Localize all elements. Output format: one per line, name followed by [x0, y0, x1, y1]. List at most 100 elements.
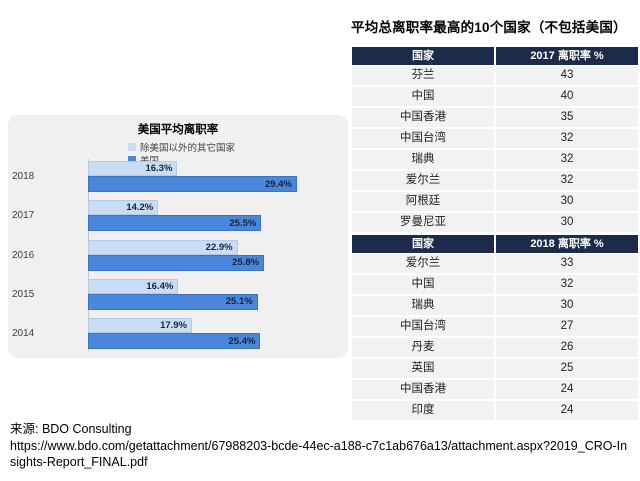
value-cell: 43	[560, 69, 574, 81]
country-cell: 中国台湾	[352, 317, 496, 336]
value-cell: 30	[560, 216, 574, 228]
country-cell: 芬兰	[352, 66, 496, 85]
rate-table-1: 国家 2017 离职率 % 芬兰 43 中国 40 中国香港 35 中国台湾 32 瑞典 32 爱尔兰 3…	[352, 47, 638, 234]
bar-us: 25.8%	[88, 254, 265, 271]
bar-value-label: 25.8%	[232, 257, 260, 268]
country-header-cell: 国家	[352, 47, 496, 65]
bar-value-label: 17.9%	[160, 320, 187, 331]
value-cell: 24	[560, 404, 574, 416]
country-cell: 印度	[352, 401, 496, 420]
bar-other: 22.9%	[88, 239, 238, 255]
value-cell: 33	[560, 257, 574, 269]
value-cell: 27	[560, 320, 574, 332]
rate-header-cell: 2017 离职率 %	[530, 50, 604, 62]
year-label: 2016	[12, 249, 35, 261]
source-text: 来源: BDO Consulting	[10, 422, 132, 436]
bar-other: 16.4%	[88, 278, 179, 294]
table-row: 爱尔兰 33	[352, 254, 638, 275]
bar-value-label: 16.4%	[146, 280, 174, 292]
chart-panel: 美国平均离职率 除美国以外的其它国家 美国 201816.3%29.4%2017…	[8, 115, 348, 358]
bar-group: 2017 14.2% 25.5%	[8, 200, 348, 232]
bar-value-label: 14.2%	[126, 202, 154, 214]
table-row: 印度 24	[352, 401, 638, 422]
country-cell: 瑞典	[352, 150, 496, 169]
value-cell: 25	[560, 362, 574, 374]
country-cell: 爱尔兰	[352, 254, 496, 273]
value-cell: 35	[560, 111, 574, 123]
country-cell: 阿根廷	[352, 192, 496, 211]
bar-us: 25.5%	[88, 215, 262, 232]
table-row: 中国 40	[352, 87, 638, 108]
country-cell: 中国台湾	[352, 129, 496, 148]
bar-pair: 22.9% 25.8%	[88, 239, 348, 271]
table-row: 阿根廷 30	[352, 192, 638, 213]
value-cell: 32	[560, 132, 574, 144]
table-row: 爱尔兰 32	[352, 171, 638, 192]
table-row: 丹麦 26	[352, 338, 638, 359]
bar-pair: 16.4% 25.1%	[88, 278, 348, 310]
table-row: 中国香港 24	[352, 380, 638, 401]
country-cell: 中国香港	[352, 380, 496, 399]
country-cell: 中国香港	[352, 108, 496, 127]
bar-us: 29.4%	[88, 176, 297, 192]
table-header-row: 国家 2018 离职率 %	[352, 235, 638, 254]
source-url: https://www.bdo.com/getattachment/679882…	[10, 438, 628, 470]
value-cell: 40	[560, 90, 574, 102]
bar-group: 2015 16.4% 25.1%	[8, 278, 348, 310]
country-cell: 英国	[352, 359, 496, 378]
bar-us: 25.1%	[88, 293, 258, 310]
bar-value-label: 25.5%	[229, 217, 257, 229]
table-row: 瑞典 30	[352, 296, 638, 317]
legend-swatch-us-icon	[128, 155, 136, 164]
value-cell: 30	[560, 299, 574, 311]
country-cell: 中国	[352, 87, 496, 106]
bar-value-label: 25.1%	[225, 296, 253, 308]
year-label: 2018	[12, 171, 35, 182]
rate-tables: 国家 2017 离职率 % 芬兰 43 中国 40 中国香港 35 中国台湾 32 瑞典 32 爱尔兰 3…	[352, 47, 638, 422]
bar-pair: 14.2% 25.5%	[88, 200, 348, 232]
bar-value-label: 22.9%	[205, 241, 233, 253]
legend-swatch-other-icon	[128, 142, 136, 151]
value-cell: 32	[560, 174, 574, 186]
year-label: 2015	[12, 288, 35, 300]
table-row: 瑞典 32	[352, 150, 638, 171]
table-row: 芬兰 43	[352, 66, 638, 87]
year-label: 2017	[12, 210, 35, 222]
chart-plot: 2018 16.3% 29.4% 2017 14.2% 25.5% 2016 22.9% 25.…	[8, 161, 348, 349]
table-row: 中国台湾 32	[352, 129, 638, 150]
bar-value-label: 29.4%	[264, 178, 292, 190]
chart-title: 美国平均离职率	[137, 124, 219, 136]
bar-group: 2014 17.9% 25.4%	[8, 318, 348, 349]
bar-value-label: 25.4%	[228, 335, 256, 347]
tables-section-title: 平均总离职率最高的10个国家（不包括美国）	[351, 20, 627, 35]
bar-value-label: 16.3%	[145, 163, 173, 174]
table-row: 中国台湾 27	[352, 317, 638, 338]
footer: 来源: BDO Consulting https://www.bdo.com/g…	[10, 421, 632, 471]
country-cell: 瑞典	[352, 296, 496, 315]
bar-us: 25.4%	[88, 333, 261, 349]
country-header-cell: 国家	[352, 235, 496, 253]
value-cell: 30	[560, 195, 574, 207]
legend-item-other: 除美国以外的其它国家	[128, 140, 348, 154]
value-cell: 32	[560, 153, 574, 165]
legend-label-other: 除美国以外的其它国家	[140, 142, 236, 154]
value-cell: 26	[560, 341, 574, 353]
rate-table-2: 国家 2018 离职率 % 爱尔兰 33 中国 32 瑞典 30 中国台湾 27 丹麦 26 英国 25 中…	[352, 235, 638, 422]
bar-group: 2018 16.3% 29.4%	[8, 161, 348, 192]
country-cell: 丹麦	[352, 338, 496, 357]
bar-other: 16.3%	[88, 161, 178, 176]
country-cell: 中国	[352, 275, 496, 294]
table-row: 英国 25	[352, 359, 638, 380]
table-row: 中国 32	[352, 275, 638, 296]
bar-pair: 16.3% 29.4%	[88, 161, 348, 192]
table-row: 中国香港 35	[352, 108, 638, 129]
rate-header-cell: 2018 离职率 %	[530, 238, 604, 250]
value-cell: 32	[560, 278, 574, 290]
bar-group: 2016 22.9% 25.8%	[8, 239, 348, 271]
table-row: 罗曼尼亚 30	[352, 213, 638, 234]
year-label: 2014	[12, 328, 35, 339]
bar-other: 17.9%	[88, 318, 192, 333]
bar-other: 14.2%	[88, 200, 159, 216]
country-cell: 爱尔兰	[352, 171, 496, 190]
